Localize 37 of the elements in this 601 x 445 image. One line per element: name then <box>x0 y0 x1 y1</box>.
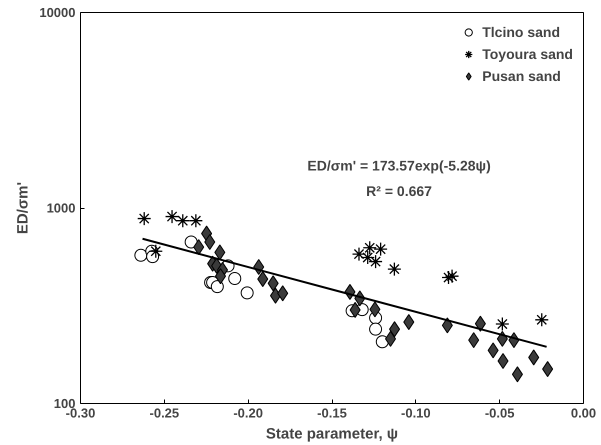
legend-label: Tlcino sand <box>482 24 560 40</box>
point <box>441 270 456 285</box>
x-tick-label: -0.15 <box>317 406 347 420</box>
point <box>534 312 549 327</box>
x-tick-label: -0.20 <box>233 406 263 420</box>
point <box>188 214 204 228</box>
point <box>369 322 382 336</box>
point <box>176 214 190 228</box>
point <box>210 280 224 294</box>
point <box>134 248 148 262</box>
point <box>204 234 216 250</box>
point <box>228 272 242 285</box>
x-tick-label: -0.25 <box>150 406 180 420</box>
point <box>352 246 366 262</box>
point <box>444 269 460 284</box>
point <box>387 262 402 276</box>
point <box>368 254 383 269</box>
point <box>495 316 510 332</box>
y-tick-label: 1000 <box>46 200 76 216</box>
annotation: R² = 0.667 <box>366 183 432 200</box>
point <box>148 244 163 258</box>
point <box>373 242 388 256</box>
x-tick-label: 0.00 <box>570 406 596 420</box>
point <box>184 236 198 248</box>
point <box>362 240 377 255</box>
point <box>240 286 254 300</box>
y-axis-title: ED/σm' <box>14 182 32 234</box>
annotation: ED/σm' = 173.57exp(-5.28ψ) <box>307 158 491 174</box>
point <box>137 211 152 226</box>
legend-label: Toyoura sand <box>482 46 573 62</box>
x-tick-label: -0.10 <box>401 406 431 420</box>
legend-label: Pusan sand <box>482 68 561 84</box>
x-axis-title: State parameter, ψ <box>266 426 398 442</box>
point <box>360 250 375 265</box>
x-tick-label: -0.05 <box>484 406 514 420</box>
point <box>164 209 180 224</box>
y-tick-label: 10000 <box>39 5 76 20</box>
